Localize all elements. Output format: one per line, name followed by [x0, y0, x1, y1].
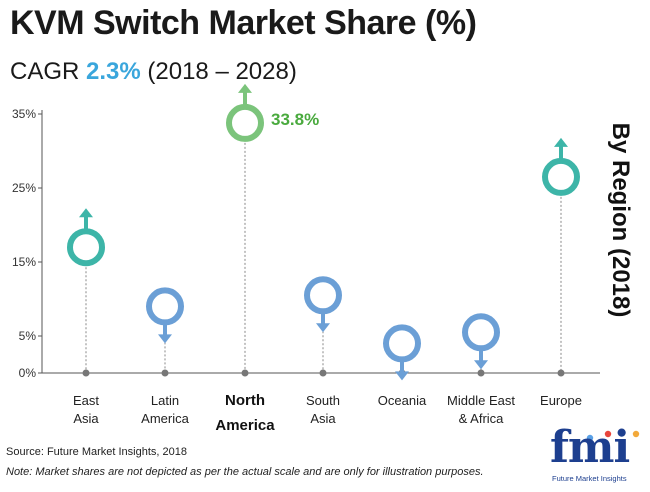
cagr-period: (2018 – 2028): [140, 58, 297, 85]
arrow-up-icon: [238, 83, 252, 93]
arrow-down-icon: [158, 334, 172, 344]
category-label: Asia: [73, 411, 99, 426]
category-label: Europe: [540, 393, 582, 408]
arrow-up-icon: [554, 137, 568, 147]
data-point-ring: [146, 287, 184, 326]
arrow-down-icon: [395, 371, 409, 381]
arrow-down-icon: [474, 360, 488, 370]
category-label: Oceania: [378, 393, 427, 408]
category-label: & Africa: [459, 411, 505, 426]
base-dot: [82, 369, 90, 377]
cagr-value: 2.3%: [86, 58, 141, 85]
base-dot: [477, 369, 485, 377]
arrow-up-icon: [79, 208, 93, 218]
data-point-ring: [304, 276, 342, 315]
category-label: Asia: [310, 411, 336, 426]
data-point-ring: [383, 324, 421, 363]
chart-svg: 0% 5% 15% 25% 35% East Asia Latin America 33.8% N…: [12, 83, 600, 434]
y-tick-label: 0%: [19, 366, 37, 380]
logo-dots: [586, 430, 640, 442]
data-point-ring: [462, 313, 500, 352]
logo-dot: [586, 434, 594, 442]
base-dot: [557, 369, 565, 377]
base-dot: [241, 369, 249, 377]
fmi-logo: fmi Future Market Insights: [548, 422, 644, 488]
chart-title: KVM Switch Market Share (%): [10, 4, 477, 42]
side-title: By Region (2018): [607, 122, 634, 318]
y-tick-label: 25%: [12, 181, 36, 195]
data-point-ring: [67, 228, 105, 267]
note-text: Note: Market shares are not depicted as …: [6, 466, 484, 478]
y-tick-label: 5%: [19, 329, 37, 343]
data-point-ring: [542, 157, 580, 196]
category-label: America: [141, 411, 189, 426]
y-tick-label: 15%: [12, 255, 36, 269]
logo-text: fmi: [550, 422, 630, 473]
logo-dot: [604, 430, 612, 438]
y-tick-label: 35%: [12, 107, 36, 121]
cagr-prefix: CAGR: [10, 58, 87, 85]
category-label: North: [225, 392, 265, 409]
base-dot: [319, 369, 327, 377]
source-text: Source: Future Market Insights, 2018: [6, 446, 187, 458]
arrow-down-icon: [316, 323, 330, 333]
marks-layer: East Asia Latin America 33.8% North America Sou…: [67, 83, 582, 434]
category-label: East: [73, 393, 99, 408]
category-label: Middle East: [447, 393, 515, 408]
cagr-subtitle: CAGR 2.3% (2018 – 2028): [10, 58, 297, 86]
data-label: 33.8%: [271, 110, 319, 129]
base-dot: [161, 369, 169, 377]
logo-dot: [632, 430, 640, 438]
category-label: America: [215, 417, 275, 434]
category-label: Latin: [151, 393, 179, 408]
category-label: South: [306, 393, 340, 408]
data-point-ring: [226, 103, 264, 142]
logo-tagline: Future Market Insights: [552, 474, 627, 483]
